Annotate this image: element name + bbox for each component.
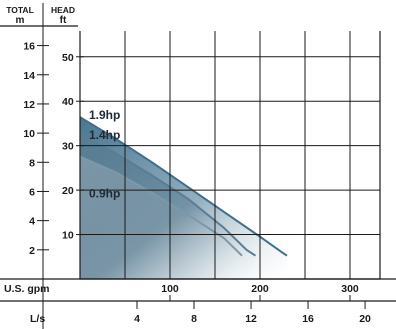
plot-area bbox=[79, 31, 381, 280]
ft-tick-label: 40 bbox=[62, 96, 74, 108]
left-tick-label: 6 bbox=[29, 186, 35, 198]
ls-tick-label: 20 bbox=[359, 313, 371, 325]
right-axis-title: HEAD bbox=[51, 5, 75, 15]
left-tick-label: 14 bbox=[23, 70, 35, 82]
gpm-tick-label: 200 bbox=[251, 283, 269, 295]
ls-tick-label: 16 bbox=[302, 313, 314, 325]
curve-line-1-4hp bbox=[79, 133, 257, 257]
gpm-tick-label: 300 bbox=[341, 283, 359, 295]
left-axis-title: TOTAL bbox=[6, 5, 34, 15]
left-tick-label: 10 bbox=[23, 128, 35, 140]
ls-tick-label: 12 bbox=[245, 313, 257, 325]
left-tick-label: 8 bbox=[29, 157, 35, 169]
left-tick-label: 2 bbox=[29, 245, 35, 257]
left-tick-label: 4 bbox=[29, 216, 35, 228]
left-tick-label: 16 bbox=[23, 41, 35, 53]
x-axis-gpm-label: U.S. gpm bbox=[4, 283, 50, 295]
curve-line-0-9hp bbox=[79, 155, 243, 257]
left-tick-label: 12 bbox=[23, 99, 35, 111]
left-axis-unit: m bbox=[16, 15, 25, 26]
ft-tick-label: 50 bbox=[62, 52, 74, 64]
gpm-tick-label: 100 bbox=[161, 283, 179, 295]
ft-tick-label: 20 bbox=[62, 185, 74, 197]
curve-label-1-4hp: 1.4hp bbox=[89, 128, 120, 142]
curve-label-0-9hp: 0.9hp bbox=[89, 186, 120, 200]
ls-tick-label: 4 bbox=[134, 313, 140, 325]
curve-area-0-9hp bbox=[80, 156, 242, 279]
ft-tick-label: 30 bbox=[62, 141, 74, 153]
right-axis-unit: ft bbox=[60, 15, 67, 26]
ft-tick-label: 10 bbox=[62, 230, 74, 242]
ls-tick-label: 8 bbox=[191, 313, 197, 325]
curve-line-1-9hp bbox=[79, 116, 288, 257]
x-axis-ls-label: L/s bbox=[30, 313, 45, 325]
curve-label-1-9hp: 1.9hp bbox=[89, 108, 120, 122]
